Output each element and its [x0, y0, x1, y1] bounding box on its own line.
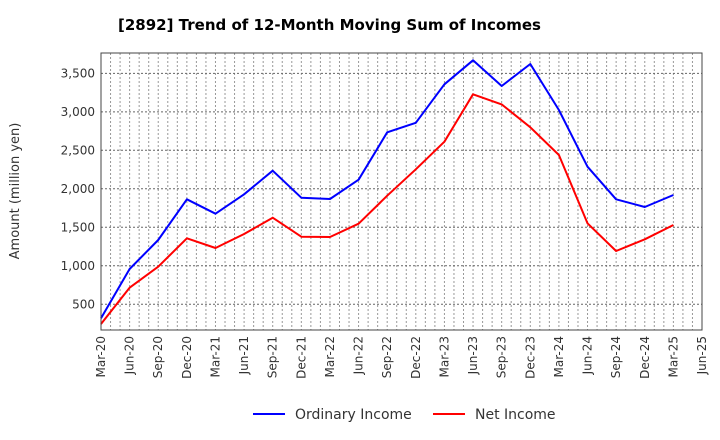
x-tick-label: Jun-22	[352, 336, 366, 375]
y-tick-label: 3,000	[61, 105, 95, 119]
legend: Ordinary Income Net Income	[253, 407, 556, 423]
y-tick-label: 1,500	[61, 220, 95, 234]
x-tick-label: Mar-20	[94, 336, 108, 377]
y-ticks: 500 1,000 1,500 2,000 2,500 3,000 3,500	[61, 66, 95, 311]
plot-frame	[100, 52, 703, 331]
grid	[101, 53, 702, 330]
x-tick-label: Jun-23	[466, 336, 480, 375]
legend-label: Ordinary Income	[295, 407, 412, 423]
x-tick-label: Sep-21	[266, 336, 280, 378]
x-tick-label: Dec-23	[523, 336, 537, 379]
x-tick-label: Jun-21	[237, 336, 251, 375]
x-tick-label: Mar-25	[666, 336, 680, 377]
x-tick-label: Mar-22	[323, 336, 337, 377]
x-tick-label: Sep-22	[380, 336, 394, 378]
x-tick-label: Mar-21	[208, 336, 222, 377]
x-tick-label: Dec-22	[409, 336, 423, 379]
x-tick-label: Dec-20	[180, 336, 194, 379]
x-tick-label: Jun-20	[123, 336, 137, 375]
y-tick-label: 2,500	[61, 143, 95, 157]
x-tick-label: Sep-20	[151, 336, 165, 378]
x-tick-label: Jun-24	[581, 336, 595, 375]
y-tick-label: 3,500	[61, 66, 95, 80]
y-tick-label: 500	[72, 297, 95, 311]
x-ticks: Mar-20 Jun-20 Sep-20 Dec-20 Mar-21 Jun-21 Sep-…	[94, 336, 709, 379]
y-axis-label: Amount (million yen)	[8, 123, 23, 260]
x-tick-label: Mar-23	[437, 336, 451, 377]
y-tick-label: 2,000	[61, 182, 95, 196]
x-tick-label: Dec-24	[638, 336, 652, 379]
x-tick-label: Sep-23	[495, 336, 509, 378]
series-lines	[100, 59, 674, 325]
legend-label: Net Income	[475, 407, 556, 423]
x-tick-label: Sep-24	[609, 336, 623, 378]
chart-title: [2892] Trend of 12-Month Moving Sum of I…	[118, 16, 541, 34]
x-tick-label: Jun-25	[695, 336, 709, 375]
x-tick-label: Mar-24	[552, 336, 566, 377]
y-tick-label: 1,000	[61, 259, 95, 273]
x-tick-label: Dec-21	[294, 336, 308, 379]
